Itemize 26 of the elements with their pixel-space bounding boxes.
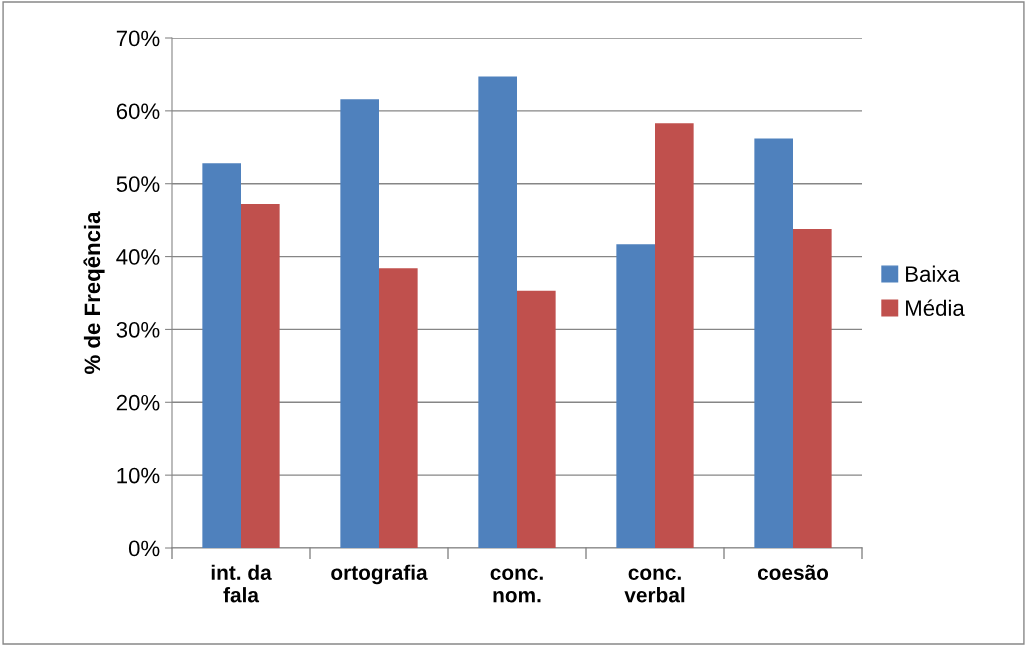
- legend-label: Média: [906, 299, 965, 316]
- y-tick-label: 20%: [116, 394, 160, 411]
- bar: [478, 76, 517, 548]
- y-tick-label: 40%: [116, 249, 160, 265]
- bar: [202, 163, 241, 548]
- y-tick-label: 10%: [117, 467, 160, 484]
- x-tick-label: conc. verbal: [624, 568, 685, 603]
- x-tick-label: conc. nom.: [490, 568, 543, 603]
- bar: [517, 290, 556, 548]
- y-tick-label: 60%: [116, 103, 160, 120]
- bar: [340, 99, 379, 548]
- y-tick-label: 50%: [116, 176, 160, 192]
- x-tick-label: int. da fala: [211, 564, 272, 603]
- x-tick-label: coesão: [757, 564, 829, 580]
- y-axis-title: % de Freqência: [83, 211, 105, 374]
- bar: [754, 138, 793, 548]
- bar: [793, 228, 832, 548]
- y-tick-label: 0%: [128, 540, 160, 557]
- y-tick-label: 30%: [116, 321, 160, 338]
- y-tick-label: 70%: [116, 30, 160, 47]
- x-tick-label: ortografia: [331, 564, 428, 585]
- bar: [241, 204, 280, 548]
- bar: [379, 268, 418, 548]
- bar: [616, 244, 655, 548]
- bar: [655, 123, 694, 548]
- legend-label: Baixa: [906, 265, 960, 282]
